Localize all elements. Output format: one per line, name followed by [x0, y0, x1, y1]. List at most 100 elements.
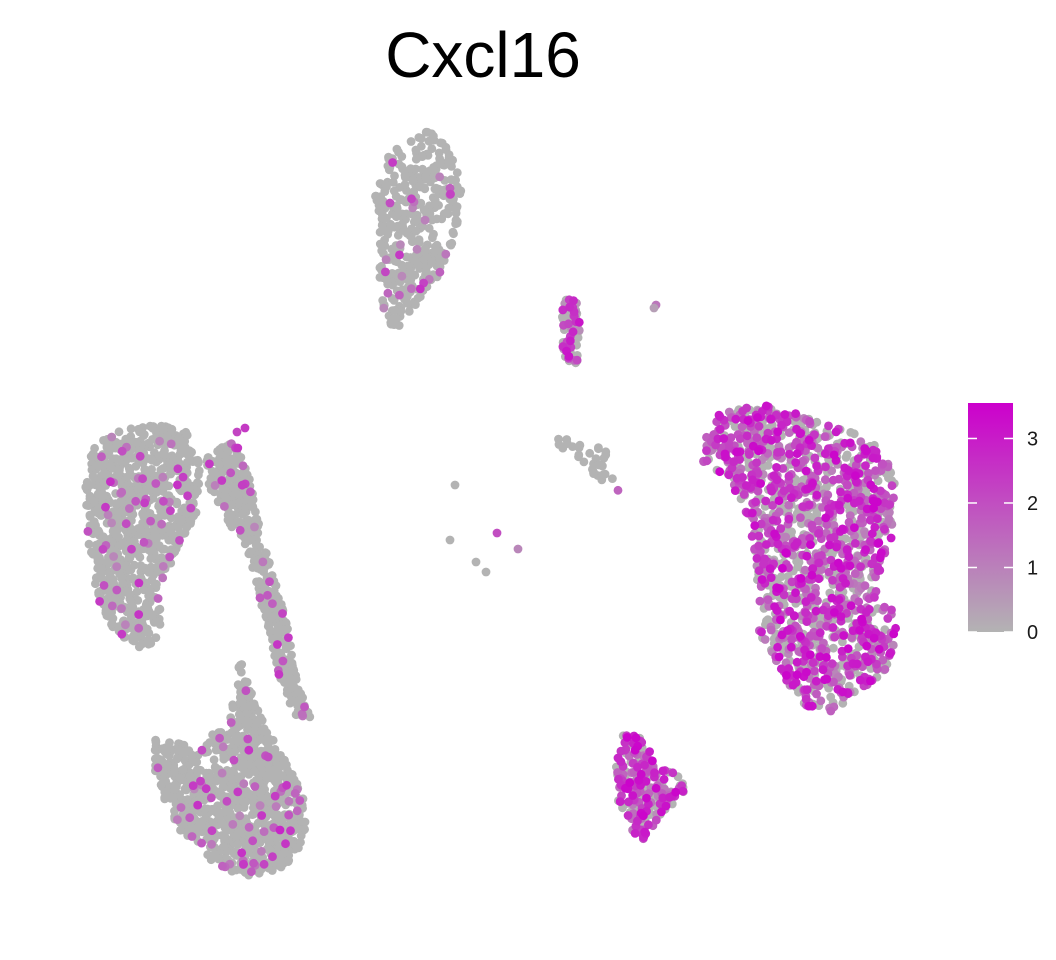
point-bottom-right [614, 774, 623, 784]
point-right-large [801, 694, 811, 704]
point-right-large [732, 447, 742, 457]
point-left-upper [107, 619, 117, 629]
point-top-center [383, 288, 393, 298]
point-right-large [885, 649, 895, 658]
point-top-center [441, 249, 451, 259]
point-right-large [836, 487, 845, 497]
point-right-large [770, 529, 779, 539]
point-bottom-left [176, 825, 185, 835]
point-left-upper [146, 516, 156, 526]
point-right-large [876, 548, 886, 558]
point-right-large [757, 627, 766, 637]
point-right-large [880, 524, 889, 534]
point-bottom-left [247, 867, 256, 877]
point-right-large [810, 666, 819, 676]
point-bottom-left [170, 784, 180, 794]
point-right-large [732, 473, 742, 483]
point-bottom-right [659, 774, 669, 784]
point-bottom-left [268, 852, 277, 862]
point-right-large [826, 706, 836, 716]
point-right-large [861, 446, 871, 456]
point-left-arc [238, 510, 248, 519]
point-bottom-left [178, 765, 188, 774]
point-right-large [756, 479, 765, 488]
point-top-center [381, 267, 390, 277]
point-top-center [392, 203, 402, 213]
point-right-large [813, 516, 823, 526]
point-right-large [826, 692, 836, 702]
point-bottom-left [239, 859, 249, 869]
point-right-large [845, 561, 855, 571]
point-left-upper [193, 455, 203, 465]
point-bottom-left [250, 767, 260, 776]
point-right-large [834, 595, 844, 604]
point-bottom-left [233, 840, 243, 849]
point-bottom-left [274, 770, 284, 780]
point-left-upper [147, 545, 157, 555]
point-right-large [860, 581, 870, 590]
point-top-center [437, 138, 447, 148]
point-right-large [752, 458, 761, 467]
point-left-upper [104, 447, 114, 457]
point-right-large [804, 500, 814, 510]
point-left-upper [175, 529, 184, 539]
point-bottom-right [678, 786, 688, 796]
point-left-upper [175, 536, 184, 545]
point-right-large [839, 631, 848, 640]
point-top-center [390, 171, 399, 181]
point-bottom-left [240, 768, 250, 777]
point-left-arc [284, 633, 293, 642]
point-bottom-right [633, 762, 642, 772]
point-right-large [801, 466, 811, 476]
point-top-center [380, 187, 390, 197]
point-right-large [838, 687, 848, 697]
point-right-large [774, 652, 784, 662]
point-right-large [814, 529, 824, 538]
point-right-large [790, 541, 800, 550]
point-bottom-right [623, 811, 633, 820]
point-left-upper [179, 503, 189, 513]
point-right-large [876, 486, 885, 496]
point-right-large [816, 696, 826, 706]
point-left-arc [250, 522, 259, 532]
point-bottom-left [207, 839, 217, 849]
point-bottom-right [640, 827, 650, 837]
point-scattered [445, 535, 455, 545]
point-right-large [888, 640, 898, 650]
point-bottom-left [219, 842, 229, 851]
point-bottom-left [193, 800, 203, 810]
point-left-upper [166, 506, 175, 516]
point-left-upper [103, 510, 113, 520]
point-right-large [792, 670, 802, 680]
point-left-upper [150, 581, 160, 590]
point-left-arc [233, 499, 243, 509]
point-bottom-right [658, 793, 668, 803]
point-left-arc [265, 577, 274, 586]
point-left-upper [137, 639, 147, 649]
point-right-large [856, 562, 865, 571]
point-left-upper [100, 460, 109, 469]
point-bottom-left [250, 701, 260, 711]
point-left-upper [123, 588, 132, 598]
point-top-center [377, 246, 387, 256]
point-left-upper [112, 585, 122, 595]
point-left-upper [148, 423, 158, 433]
point-bottom-left [244, 745, 254, 755]
point-right-large [747, 508, 757, 518]
point-bottom-left [201, 784, 211, 794]
point-left-upper [145, 586, 155, 596]
point-left-upper [158, 562, 168, 571]
point-left-upper [151, 479, 161, 488]
point-top-center [421, 173, 430, 183]
point-left-arc [278, 656, 288, 666]
point-bottom-right [624, 797, 633, 807]
point-right-large [850, 539, 860, 548]
point-scattered [481, 567, 491, 577]
point-bottom-left [257, 716, 267, 725]
point-bottom-right [636, 769, 646, 779]
point-left-upper [173, 464, 183, 474]
point-left-upper [135, 451, 145, 461]
point-bottom-left [243, 734, 253, 744]
point-bottom-left [242, 708, 252, 718]
